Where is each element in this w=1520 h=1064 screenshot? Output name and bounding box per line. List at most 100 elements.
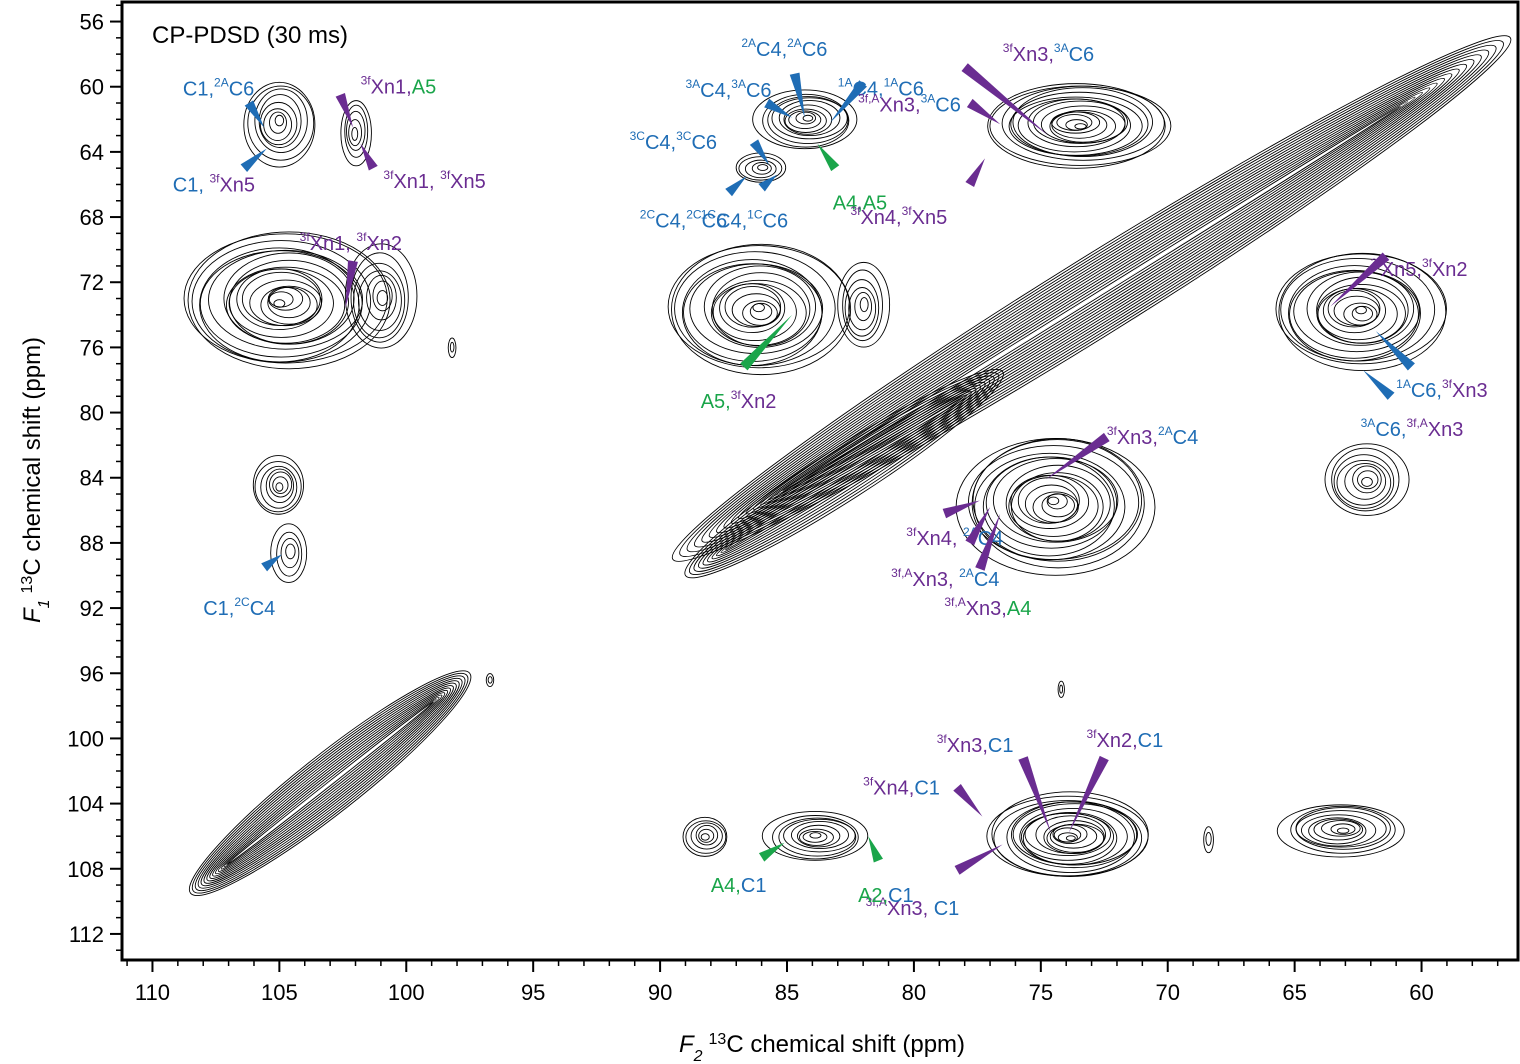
y-axis-title-main: F [19,607,46,623]
x-axis-title-sup: 13 [709,1031,727,1048]
annotation-label: C1,2CC4 [203,595,275,620]
peak-annotation: C1, 3fXn5 [173,148,267,196]
contour-line [274,114,285,127]
annotation-superscript: 3A [921,92,936,106]
annotation-pointer [1363,370,1395,400]
annotation-label: 3CC4,3CC6 [630,129,717,154]
peak-annotation: 3fXn5,3fXn2 [1330,252,1468,307]
contour-line [784,108,827,133]
annotation-text: A5 [412,77,436,99]
contour-line [724,397,964,551]
annotation-superscript: 3f,A [944,595,965,609]
annotation-pointer [1375,331,1415,371]
annotation-text: C4, [756,39,787,61]
contour-line [1295,810,1387,848]
contour-line [1049,109,1116,143]
peak-annotation: 3fXn1, 3fXn2 [300,230,402,309]
peak-annotation: 3fXn1, 3fXn5 [360,143,486,193]
contour-peak [1324,443,1410,516]
contour-line [1010,91,1149,157]
contour-line [1327,289,1381,328]
contour-line [987,83,1166,169]
annotation-pointer [966,98,1001,125]
annotation-text: C4 [974,569,1000,591]
contour-line [707,384,982,563]
annotation-label: A5,3fXn2 [701,388,777,413]
contour-line [790,820,849,850]
y-axis-title: F113C chemical shift (ppm) [19,337,53,623]
annotation-text: C1, [173,174,210,196]
y-axis-title-sub: 1 [36,599,53,608]
contour-line [698,828,715,843]
contour-peak [252,455,304,515]
x-tick-label: 85 [775,980,799,1005]
x-tick-label: 100 [388,980,425,1005]
contour-line [1333,295,1380,326]
annotation-pointer [360,143,378,171]
peak-annotation: 3fXn2,C1 [1068,727,1163,833]
contour-peak [485,673,495,688]
y-tick-label: 76 [80,335,104,360]
contour-peak [837,261,891,348]
annotation-superscript: 3f [1442,377,1453,391]
annotation-pointer [758,174,777,192]
peak-annotation: 3f,AXn3, 2AC4 [891,507,999,591]
annotation-label: C1, 3fXn5 [173,171,255,196]
peak-annotation: 3f,AXn3, C1 [866,844,1003,920]
contour-line [809,832,822,839]
contour-line [1275,253,1447,365]
axes-layer: 110 105 100 95 90 85 80 75 70 65 60 56 60 64 68 72 76 80 8… [67,4,1499,1005]
contour-line [1051,111,1101,134]
contour-line [1046,493,1068,510]
contour-line [1010,801,1138,869]
annotation-superscript: 3A [731,77,746,91]
annotation-text: C6 [802,39,828,61]
annotation-label: 3f,AXn3, 2AC4 [891,566,999,591]
annotation-text: Xn3, [1117,427,1158,449]
contour-peak [667,243,852,376]
annotation-label: 3fXn3,3AC6 [1003,41,1094,66]
peak-annotation: A2,C1 [858,836,914,907]
annotation-pointer [1330,252,1390,307]
contour-line [752,303,765,313]
contour-line [682,816,728,857]
annotation-label: 3AC6,3f,AXn3 [1361,416,1464,441]
contour-line [1041,493,1075,518]
annotation-superscript: 3f [209,171,220,185]
annotation-text: C1 [741,875,767,897]
contour-line [348,119,362,147]
annotation-text: A5, [701,391,731,413]
contour-line [346,110,366,151]
annotation-superscript: 3A [685,77,700,91]
annotation-text: A4,A5 [833,192,887,214]
annotation-label: 1AC4,1AC6 [838,75,924,100]
contour-line [259,101,298,146]
annotation-pointer [954,844,1003,875]
annotation-pointer [758,842,785,862]
contour-line [1047,496,1060,506]
annotation-text: C4, [700,80,731,102]
contour-line [782,105,1401,492]
annotation-text: C4, [645,132,676,154]
contour-line [1333,454,1395,509]
annotation-text: Xn2 [741,391,777,413]
contour-line [449,341,455,353]
annotation-label: 3f,AXn3,A4 [944,595,1031,620]
annotation-text: C4, [852,78,883,100]
contour-line [372,280,393,312]
y-tick-label: 56 [80,10,104,35]
annotation-superscript: 3f [300,230,311,244]
annotation-pointer [244,100,265,128]
annotation-pointer [975,513,1001,571]
x-axis-title-rest: C chemical shift (ppm) [726,1031,965,1058]
annotation-superscript: 3f [383,168,394,182]
contour-line [702,381,986,566]
contour-peak [682,816,728,857]
annotation-text: C6 [1069,44,1095,66]
contour-line [1040,105,1126,144]
annotation-pointer [240,148,267,172]
contour-line [353,262,406,339]
contour-line [357,270,402,331]
contour-line [771,97,848,140]
contour-line [762,93,850,148]
